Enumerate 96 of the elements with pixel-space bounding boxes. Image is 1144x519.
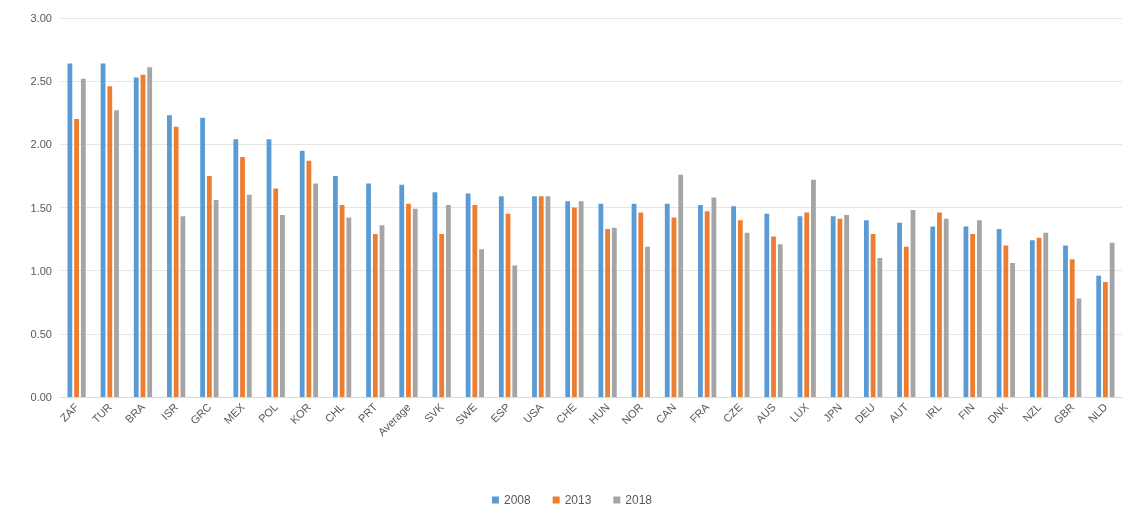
- x-tick-label: IRL: [923, 400, 944, 422]
- bar: [538, 196, 544, 397]
- bar: [167, 115, 172, 397]
- bar: [273, 188, 279, 397]
- bar: [698, 204, 703, 397]
- y-tick-label: 0.50: [30, 327, 52, 340]
- bar: [80, 78, 86, 397]
- bar: [598, 203, 604, 397]
- bar: [532, 196, 537, 397]
- y-tick-label: 1.00: [30, 264, 52, 277]
- y-tick-label: 2.00: [30, 138, 52, 151]
- x-tick-label: BRA: [122, 400, 148, 426]
- bar: [605, 228, 610, 397]
- bar: [930, 226, 936, 397]
- bar: [399, 184, 405, 397]
- bar: [200, 117, 206, 397]
- bar: [578, 201, 584, 397]
- bar: [1069, 259, 1075, 397]
- bar: [512, 265, 518, 397]
- bar: [372, 234, 378, 397]
- bar: [678, 174, 684, 397]
- bar: [572, 207, 577, 397]
- bar: [445, 204, 451, 397]
- bar: [711, 197, 717, 397]
- bar: [346, 217, 352, 397]
- x-tick-label: CHL: [322, 400, 347, 425]
- bar: [173, 126, 179, 397]
- bar: [804, 212, 810, 397]
- bar: [565, 201, 571, 397]
- bar: [107, 86, 113, 397]
- bar: [897, 222, 902, 397]
- y-tick-label: 2.50: [30, 75, 52, 88]
- bar: [1043, 232, 1049, 397]
- x-tick-label: NZL: [1020, 400, 1044, 424]
- bar: [830, 216, 836, 397]
- bar: [313, 183, 319, 397]
- bar: [844, 215, 850, 397]
- bar: [970, 234, 976, 397]
- bar: [133, 77, 139, 397]
- y-tick-label: 3.00: [30, 12, 52, 24]
- bar: [233, 139, 239, 397]
- bar: [366, 183, 371, 397]
- bar: [611, 227, 617, 397]
- bar: [1010, 263, 1015, 397]
- bar: [406, 203, 411, 397]
- bar: [412, 208, 418, 397]
- legend-label: 2008: [503, 493, 531, 507]
- bar: [1103, 282, 1108, 397]
- bar: [479, 249, 484, 397]
- bar: [737, 220, 743, 397]
- bar: [877, 258, 883, 397]
- bar: [180, 216, 186, 397]
- x-tick-label: POL: [255, 400, 280, 425]
- bar: [74, 119, 79, 397]
- bar: [67, 63, 73, 397]
- bar: [465, 193, 471, 397]
- bar: [771, 236, 776, 397]
- legend-label: 2018: [625, 493, 653, 507]
- bar: [996, 228, 1002, 397]
- legend-label: 2013: [564, 493, 592, 507]
- bar: [1029, 240, 1035, 397]
- bar: [976, 220, 982, 397]
- x-tick-label: FIN: [955, 400, 977, 422]
- bar: [704, 211, 710, 397]
- bar: [731, 206, 737, 397]
- bar: [299, 150, 305, 397]
- bar: [1096, 275, 1102, 397]
- bar: [206, 175, 212, 397]
- y-tick-label: 0.00: [30, 391, 52, 403]
- x-tick-label: TUR: [89, 400, 115, 426]
- bar: [1109, 242, 1115, 397]
- bar: [1003, 245, 1009, 397]
- bar: [240, 156, 245, 397]
- x-tick-label: USA: [521, 400, 546, 426]
- bar: [439, 234, 445, 397]
- x-tick-label: ISR: [158, 400, 181, 423]
- y-tick-label: 1.50: [30, 201, 52, 214]
- bar: [280, 215, 285, 397]
- bar: [645, 246, 650, 397]
- bar: [638, 212, 644, 397]
- bar: [147, 67, 153, 397]
- bar: [764, 213, 770, 397]
- bar: [903, 246, 909, 397]
- x-tick-label: FRA: [687, 400, 712, 425]
- bar: [114, 110, 119, 397]
- bar: [664, 203, 670, 397]
- bar: [863, 220, 869, 397]
- bar: [1063, 245, 1068, 397]
- bar: [498, 196, 504, 397]
- bar: [943, 218, 949, 397]
- bar: [332, 175, 338, 397]
- bar: [777, 244, 783, 397]
- bar: [472, 204, 478, 397]
- bar: [937, 212, 942, 397]
- bar: [246, 194, 252, 397]
- bar: [811, 179, 816, 397]
